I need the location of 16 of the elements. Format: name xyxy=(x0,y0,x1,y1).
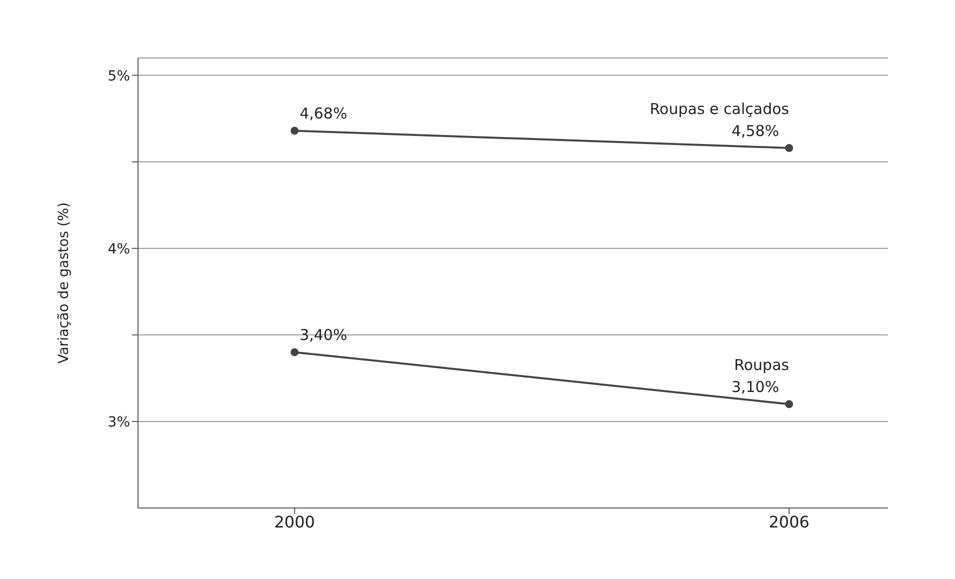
data-label: 4,68% xyxy=(300,104,348,123)
y-axis-title: Variação de gastos (%) xyxy=(56,202,72,364)
y-tick-label: 4% xyxy=(108,241,130,258)
series-label: Roupas xyxy=(734,356,790,374)
point xyxy=(290,126,299,135)
y-tick-label: 3% xyxy=(108,414,130,430)
x-tick-label: 2000 xyxy=(274,512,315,532)
x-tick-label: 2006 xyxy=(768,512,810,532)
point xyxy=(785,144,794,152)
data-label: 3,10% xyxy=(731,378,780,396)
y-tick-label: 5% xyxy=(108,68,130,84)
point xyxy=(785,400,794,408)
data-label: 4,58% xyxy=(731,122,780,140)
point xyxy=(290,348,299,356)
data-label: 3,40% xyxy=(300,326,348,344)
series-label: Roupas e calçados xyxy=(650,100,790,118)
